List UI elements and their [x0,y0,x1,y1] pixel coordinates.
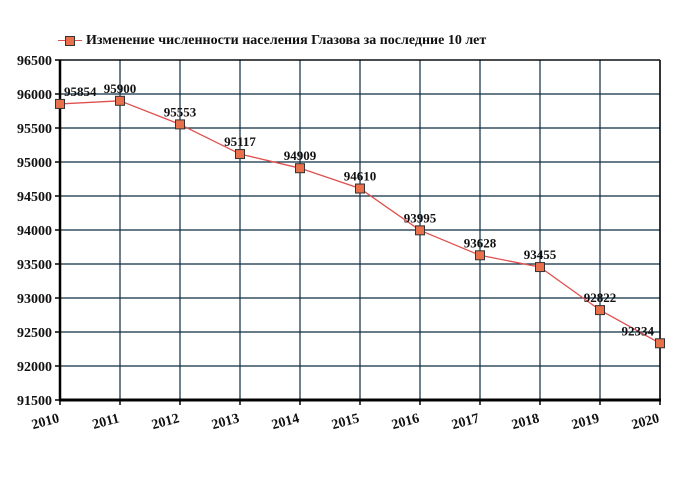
y-tick-label: 93500 [17,258,52,273]
x-tick-label: 2012 [150,411,181,433]
y-tick-label: 94000 [17,224,52,239]
data-series [55,95,665,349]
x-tick-label: 2013 [210,411,241,433]
data-value-label: 94909 [284,148,317,163]
x-tick-label: 2014 [270,411,301,433]
data-point-marker [415,225,425,236]
data-point-marker [475,250,485,261]
data-value-label: 95553 [164,104,197,119]
y-tick-label: 94500 [17,190,52,205]
x-tick-label: 2011 [91,411,121,433]
data-point-marker [235,149,245,160]
data-point-marker [115,95,125,106]
data-point-marker [595,305,605,316]
data-point-marker [175,119,185,130]
data-value-label: 95117 [224,134,256,149]
y-tick-label: 91500 [17,394,52,409]
data-labels: 95854 95900 95553 95117 94909 94610 93995 93628… [64,81,655,338]
y-tick-label: 92500 [17,326,52,341]
x-tick-label: 2018 [510,411,541,433]
data-value-label: 93628 [464,235,497,250]
data-point-marker [535,262,545,273]
data-point-marker [655,338,665,349]
x-tick-label: 2017 [450,411,481,433]
data-value-label: 92334 [622,323,655,338]
x-tick-label: 2016 [390,411,421,433]
y-axis-tick-labels: 91500 92000 92500 93000 93500 94000 94500 95000… [17,54,52,409]
y-tick-label: 95500 [17,122,52,137]
y-tick-label: 96500 [17,54,52,69]
chart-legend: Изменение численности населения Глазова … [58,31,486,51]
axes [55,59,661,405]
legend-line-marker-icon [58,34,82,48]
data-point-marker [355,183,365,194]
grid-lines [60,59,661,400]
data-value-label: 95900 [104,81,137,96]
y-tick-label: 95000 [17,156,52,171]
x-tick-label: 2019 [570,411,601,433]
x-tick-label: 2010 [30,411,61,433]
data-point-marker [295,163,305,174]
data-value-label: 94610 [344,169,377,184]
data-value-label: 93995 [404,210,437,225]
data-point-marker [55,98,65,109]
x-axis-tick-labels: 2010 2011 2012 2013 2014 2015 2016 2017 2018 2019… [30,411,661,433]
x-tick-label: 2015 [330,411,361,433]
legend-label: Изменение численности населения Глазова … [86,33,487,48]
x-tick-label: 2020 [630,411,661,433]
data-value-label: 95854 [64,84,97,99]
data-value-label: 93455 [524,247,557,262]
y-tick-label: 96000 [17,88,52,103]
y-tick-label: 92000 [17,360,52,375]
data-value-label: 92822 [584,290,617,305]
y-tick-label: 93000 [17,292,52,307]
